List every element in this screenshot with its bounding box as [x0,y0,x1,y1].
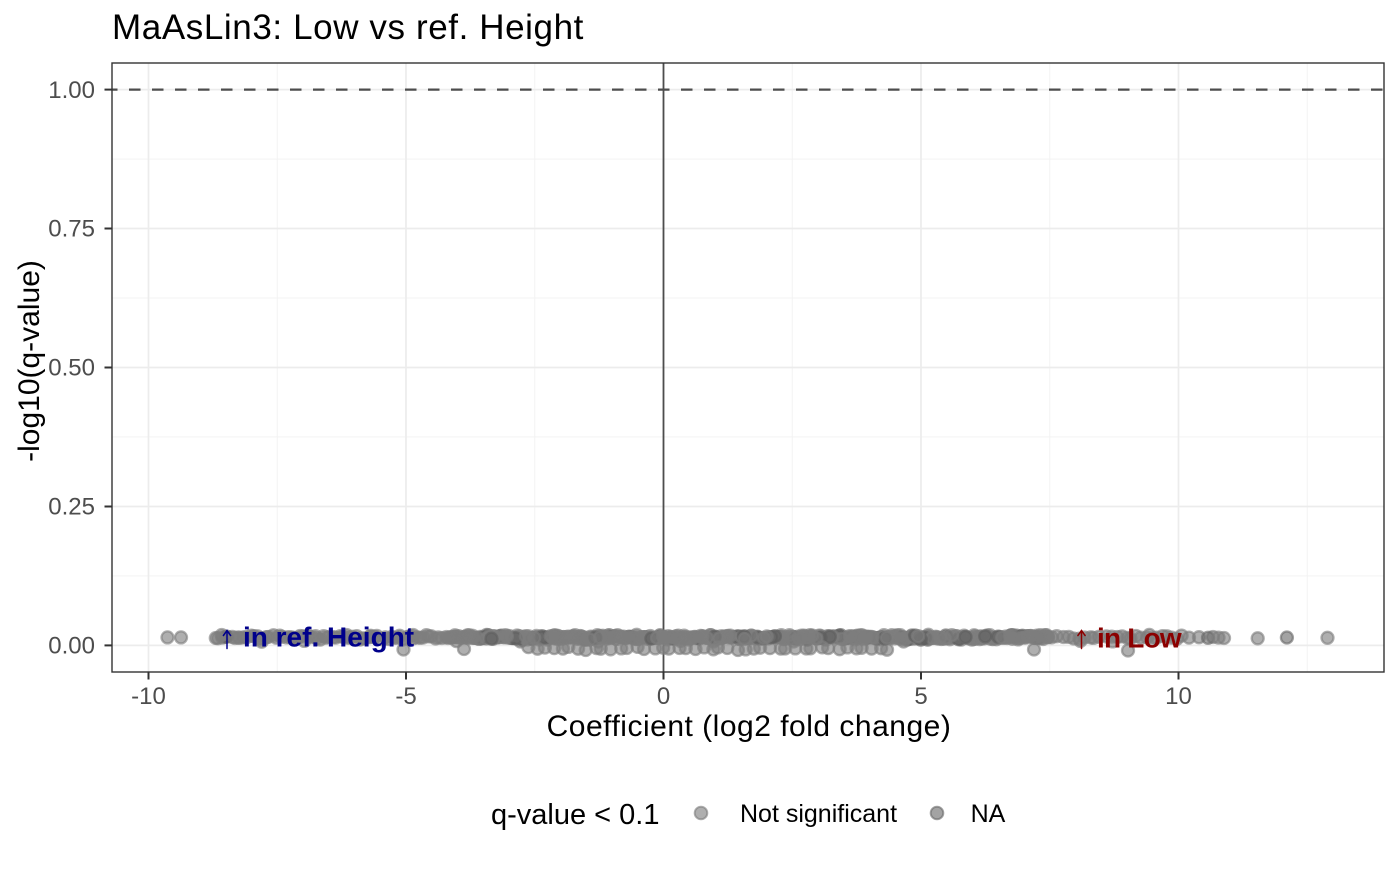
svg-text:Not significant: Not significant [740,800,897,828]
svg-text:NA: NA [971,800,1006,828]
svg-text:1.00: 1.00 [48,77,95,104]
svg-text:MaAsLin3: Low vs ref. Height: MaAsLin3: Low vs ref. Height [112,8,584,47]
svg-text:0: 0 [657,683,670,710]
svg-text:-5: -5 [395,683,416,710]
svg-text:10: 10 [1165,683,1192,710]
svg-text:-10: -10 [131,683,166,710]
svg-text:0.75: 0.75 [48,216,95,243]
svg-text:in ref. Height: in ref. Height [243,622,414,653]
svg-text:5: 5 [914,683,927,710]
svg-text:0.00: 0.00 [48,633,95,660]
svg-text:0.25: 0.25 [48,494,95,521]
svg-text:0.50: 0.50 [48,355,95,382]
svg-text:-log10(q-value): -log10(q-value) [13,260,46,462]
svg-text:Coefficient (log2 fold change): Coefficient (log2 fold change) [547,710,952,743]
svg-text:q-value < 0.1: q-value < 0.1 [491,799,659,831]
svg-text:in Low: in Low [1097,623,1182,654]
